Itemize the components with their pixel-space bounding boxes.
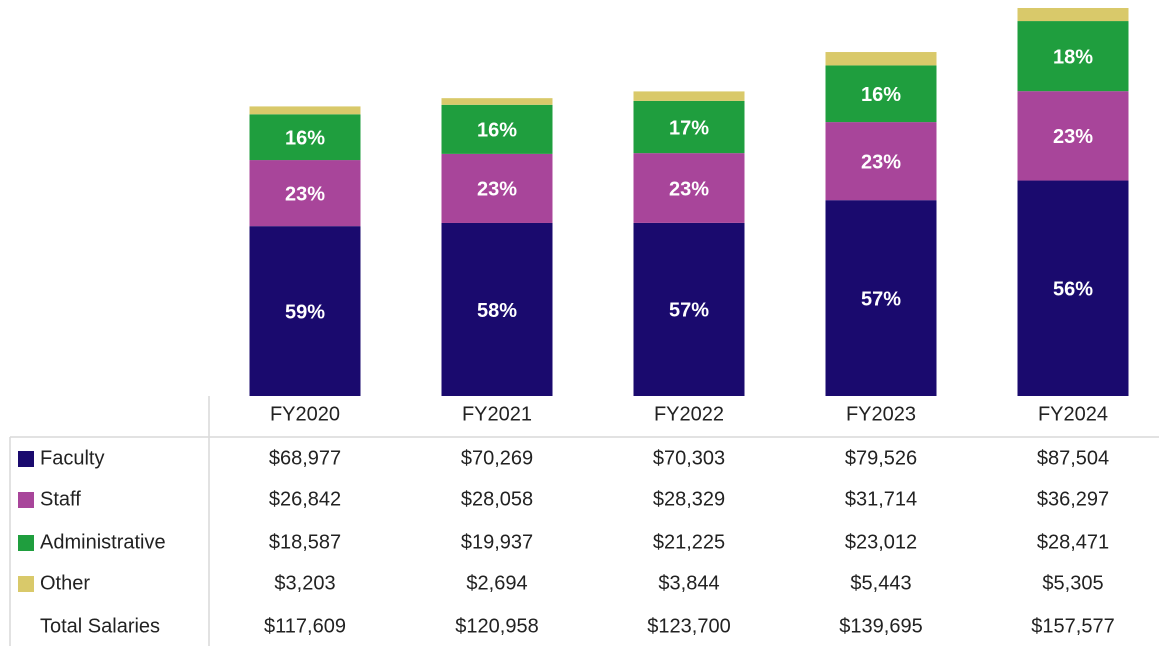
bar-segment	[249, 226, 361, 396]
table-cell: $3,203	[274, 572, 335, 594]
table-cell: $87,504	[1037, 447, 1109, 469]
column-header: FY2020	[270, 403, 340, 425]
share-label: 18%	[1053, 46, 1093, 68]
table-cell: $18,587	[269, 531, 341, 553]
table-cell: $79,526	[845, 447, 917, 469]
share-label: 57%	[669, 300, 709, 322]
bar-segment	[633, 91, 745, 101]
column-header: FY2022	[654, 403, 724, 425]
total-cell: $117,609	[264, 615, 346, 637]
table-cell: $19,937	[461, 531, 533, 553]
legend-swatch	[18, 451, 34, 467]
bar-segment	[633, 222, 745, 396]
total-cell: $120,958	[455, 615, 538, 637]
share-label: 16%	[285, 127, 325, 149]
bar-segment	[249, 114, 361, 161]
column-header: FY2024	[1038, 403, 1108, 425]
total-cell: $139,695	[839, 615, 922, 637]
table-cell: $70,269	[461, 447, 533, 469]
legend-swatch	[18, 576, 34, 592]
table-cell: $28,329	[653, 488, 725, 510]
table-cell: $3,844	[658, 572, 719, 594]
bar-segment	[1017, 8, 1129, 22]
share-label: 16%	[861, 84, 901, 106]
table-cell: $68,977	[269, 447, 341, 469]
bar-segment	[441, 104, 553, 154]
total-cell: $123,700	[647, 615, 730, 637]
bar-segment	[1017, 21, 1129, 92]
table-cell: $36,297	[1037, 488, 1109, 510]
table-cell: $5,443	[850, 572, 911, 594]
bar-segment	[249, 106, 361, 115]
column-header: FY2021	[462, 403, 532, 425]
bar-segment	[1017, 91, 1129, 181]
table-cell: $2,694	[466, 572, 527, 594]
table-cell: $70,303	[653, 447, 725, 469]
share-label: 59%	[285, 301, 325, 323]
table-cell: $21,225	[653, 531, 725, 553]
table-cell: $5,305	[1042, 572, 1103, 594]
bar-segment	[1017, 180, 1129, 396]
legend-swatch	[18, 535, 34, 551]
total-cell: $157,577	[1031, 615, 1114, 637]
bar-segment	[825, 52, 937, 66]
share-label: 56%	[1053, 279, 1093, 301]
table-cell: $26,842	[269, 488, 341, 510]
share-label: 23%	[285, 183, 325, 205]
table-cell: $31,714	[845, 488, 917, 510]
bar-segment	[441, 98, 553, 105]
bar-segment	[633, 153, 745, 223]
bar-segment	[441, 222, 553, 396]
share-label: 23%	[477, 179, 517, 201]
share-label: 23%	[669, 178, 709, 200]
bar-segment	[633, 100, 745, 154]
share-label: 16%	[477, 120, 517, 142]
bar-segment	[249, 160, 361, 227]
column-header: FY2023	[846, 403, 916, 425]
share-label: 57%	[861, 288, 901, 310]
legend-label: Administrative	[40, 531, 166, 553]
table-cell: $28,058	[461, 488, 533, 510]
legend-label: Other	[40, 572, 90, 594]
legend-swatch	[18, 492, 34, 508]
legend-label: Faculty	[40, 447, 104, 469]
bar-segment	[825, 65, 937, 123]
total-row-label: Total Salaries	[40, 615, 160, 637]
legend-label: Staff	[40, 488, 81, 510]
bar-segment	[825, 200, 937, 396]
share-label: 17%	[669, 117, 709, 139]
share-label: 23%	[1053, 126, 1093, 148]
share-label: 23%	[861, 151, 901, 173]
table-cell: $28,471	[1037, 531, 1109, 553]
bar-segment	[441, 153, 553, 223]
share-label: 58%	[477, 300, 517, 322]
table-cell: $23,012	[845, 531, 917, 553]
bar-segment	[825, 122, 937, 201]
